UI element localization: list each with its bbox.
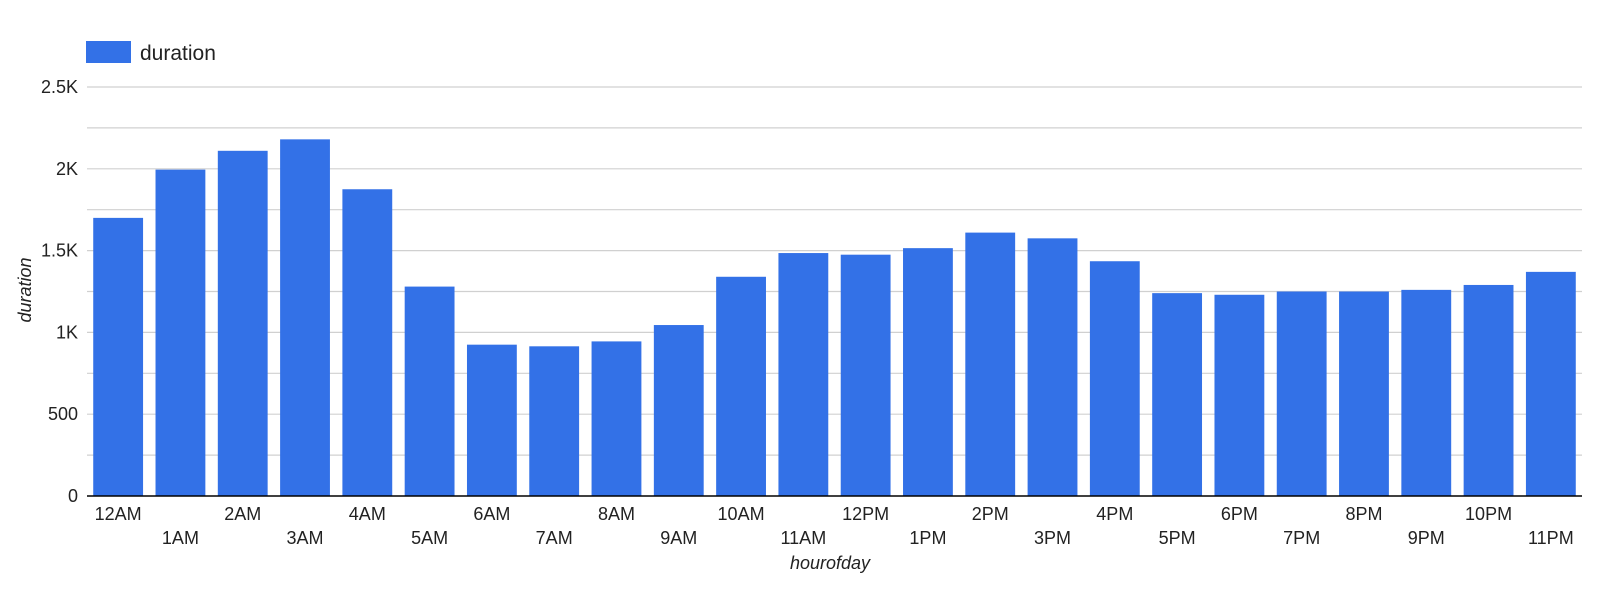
- x-tick-label: 1AM: [162, 528, 199, 548]
- bar: [93, 217, 144, 496]
- x-tick-label: 4AM: [349, 504, 386, 524]
- x-tick-label: 5PM: [1159, 528, 1196, 548]
- y-tick-label: 2.5K: [41, 77, 78, 97]
- bar: [965, 232, 1016, 496]
- y-axis-title: duration: [15, 257, 35, 322]
- bar: [840, 254, 891, 496]
- bar: [155, 169, 206, 497]
- bar: [653, 325, 704, 496]
- x-tick-labels: 12AM 1AM 2AM 3AM 4AM 5AM 6AM 7AM 8AM 9AM 10AM 11AM 1…: [95, 504, 1574, 548]
- x-tick-label: 2PM: [972, 504, 1009, 524]
- bars: [93, 139, 1576, 497]
- bar: [716, 276, 766, 496]
- y-tick-label: 2K: [56, 159, 78, 179]
- bar: [404, 286, 455, 496]
- x-tick-label: 10AM: [718, 504, 765, 524]
- x-tick-label: 11AM: [781, 528, 827, 548]
- bar: [466, 344, 517, 496]
- y-tick-label: 1.5K: [41, 241, 78, 261]
- bar: [1089, 261, 1140, 496]
- x-tick-label: 5AM: [411, 528, 448, 548]
- x-tick-label: 7AM: [536, 528, 573, 548]
- y-tick-label: 0: [68, 486, 78, 506]
- x-tick-label: 10PM: [1465, 504, 1512, 524]
- gridlines: [87, 86, 1582, 456]
- bar: [591, 341, 642, 496]
- x-tick-label: 8PM: [1345, 504, 1382, 524]
- x-tick-label: 2AM: [224, 504, 261, 524]
- bar: [1525, 271, 1576, 496]
- x-tick-label: 9PM: [1408, 528, 1445, 548]
- bar: [1027, 238, 1078, 496]
- bar: [217, 150, 268, 496]
- bar: [1214, 294, 1265, 496]
- bar: [778, 253, 829, 496]
- legend: duration: [86, 41, 216, 65]
- bar: [280, 139, 330, 497]
- bar: [1152, 293, 1203, 496]
- x-tick-label: 6PM: [1221, 504, 1258, 524]
- x-tick-label: 6AM: [473, 504, 510, 524]
- x-tick-label: 12AM: [95, 504, 142, 524]
- bar: [1276, 291, 1327, 496]
- legend-swatch: [86, 41, 131, 63]
- bar: [342, 189, 393, 496]
- bar: [1401, 289, 1452, 496]
- x-tick-label: 1PM: [909, 528, 946, 548]
- x-tick-label: 3AM: [287, 528, 324, 548]
- bar: [1463, 284, 1514, 496]
- x-tick-label: 8AM: [598, 504, 635, 524]
- x-tick-label: 4PM: [1096, 504, 1133, 524]
- x-tick-label: 12PM: [842, 504, 889, 524]
- y-tick-label: 1K: [56, 322, 78, 342]
- x-axis-title: hourofday: [790, 553, 871, 573]
- x-tick-label: 3PM: [1034, 528, 1071, 548]
- x-tick-label: 7PM: [1283, 528, 1320, 548]
- x-tick-label: 9AM: [660, 528, 697, 548]
- bar: [1339, 291, 1389, 496]
- legend-label: duration: [140, 42, 216, 65]
- bar: [529, 346, 580, 496]
- y-tick-label: 500: [48, 404, 78, 424]
- x-tick-label: 11PM: [1528, 528, 1574, 548]
- bar: [903, 248, 953, 496]
- y-tick-labels: 0 500 1K 1.5K 2K 2.5K: [41, 77, 78, 506]
